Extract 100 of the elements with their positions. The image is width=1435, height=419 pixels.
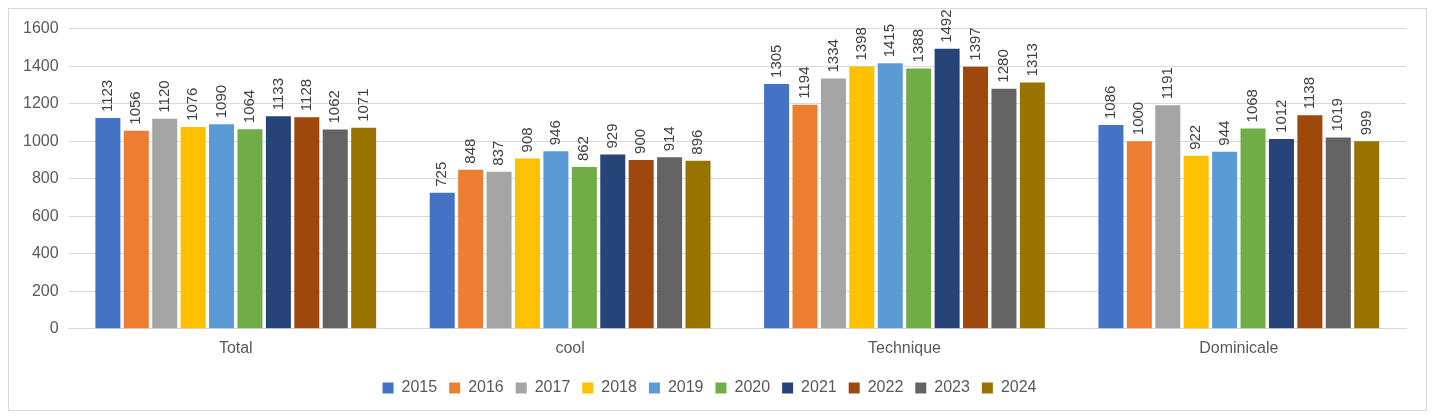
legend-label: 2015 <box>401 378 438 396</box>
bar <box>265 116 291 329</box>
bar <box>877 63 903 329</box>
bar <box>1268 138 1294 329</box>
bar <box>180 126 206 329</box>
bar <box>486 171 512 329</box>
data-label: 900 <box>631 128 649 154</box>
bar <box>685 160 711 329</box>
x-tick-label: cool <box>555 338 585 356</box>
bar <box>351 127 377 329</box>
bar <box>792 104 818 329</box>
data-label: 1120 <box>154 80 172 113</box>
bar <box>152 118 178 329</box>
bar <box>820 78 846 329</box>
bar <box>294 117 320 329</box>
legend-label: 2016 <box>468 378 504 396</box>
bar <box>123 130 149 329</box>
data-label: 862 <box>574 136 592 162</box>
data-label: 1334 <box>823 39 841 73</box>
data-label: 1076 <box>183 87 201 121</box>
data-label: 1012 <box>1271 99 1289 133</box>
bar <box>628 159 654 329</box>
legend-label: 2018 <box>601 378 638 396</box>
x-tick-label: Technique <box>868 338 942 356</box>
data-label: 1305 <box>766 44 784 78</box>
data-label: 1071 <box>353 88 371 122</box>
legend-label: 2020 <box>734 378 771 396</box>
y-tick-label: 1200 <box>23 94 59 112</box>
bar <box>1126 141 1152 329</box>
legend-label: 2022 <box>867 378 904 396</box>
data-label: 946 <box>546 120 564 146</box>
data-label: 1068 <box>1243 89 1261 123</box>
y-tick-label: 600 <box>31 206 59 224</box>
y-tick-label: 1600 <box>23 19 59 37</box>
data-label: 837 <box>489 140 507 166</box>
y-tick-label: 400 <box>31 244 59 262</box>
bar <box>1098 125 1124 329</box>
bar <box>906 68 932 329</box>
bar <box>600 154 626 329</box>
data-label: 1133 <box>268 77 286 111</box>
bar <box>543 151 569 329</box>
bar <box>1354 141 1380 329</box>
bar <box>322 129 348 329</box>
bar <box>1297 115 1323 329</box>
data-label: 944 <box>1214 120 1232 146</box>
data-label: 1062 <box>325 90 343 124</box>
bar <box>1019 82 1045 329</box>
bar <box>1240 128 1266 329</box>
data-label: 1415 <box>880 23 898 58</box>
legend-label: 2017 <box>534 378 571 396</box>
data-label: 1064 <box>240 89 258 124</box>
bar <box>1183 155 1209 329</box>
data-label: 1056 <box>126 91 144 125</box>
data-label: 1194 <box>795 66 813 99</box>
data-label: 1138 <box>1300 77 1318 110</box>
bar <box>514 158 540 329</box>
data-label: 1398 <box>851 27 869 61</box>
y-tick-label: 800 <box>31 169 59 187</box>
data-label: 1492 <box>937 9 955 43</box>
data-label: 908 <box>517 127 535 153</box>
bar <box>237 129 263 329</box>
data-label: 1086 <box>1101 85 1119 120</box>
bar <box>209 124 235 329</box>
bar <box>849 66 875 329</box>
legend-label: 2023 <box>934 378 970 396</box>
bar <box>458 169 484 329</box>
data-label: 1397 <box>965 27 983 61</box>
data-label: 1280 <box>994 49 1012 83</box>
data-label: 1191 <box>1157 67 1175 100</box>
y-tick-label: 200 <box>31 281 59 299</box>
data-label: 1019 <box>1328 98 1346 132</box>
legend-label: 2019 <box>667 378 704 396</box>
data-label: 1128 <box>296 78 314 112</box>
y-tick-label: 1000 <box>23 131 59 149</box>
x-tick-label: Total <box>218 338 253 356</box>
bar <box>657 157 683 329</box>
data-label: 848 <box>460 138 478 164</box>
bar <box>934 48 960 329</box>
data-label: 1000 <box>1129 101 1147 136</box>
data-label: 725 <box>432 161 450 187</box>
data-label: 1313 <box>1022 43 1040 77</box>
data-label: 929 <box>602 123 620 149</box>
bar <box>963 66 989 329</box>
bar <box>95 118 121 329</box>
data-label: 1388 <box>908 29 926 63</box>
data-label: 922 <box>1186 124 1204 150</box>
bar <box>1155 105 1181 329</box>
data-label: 1090 <box>211 84 229 119</box>
bar <box>991 88 1017 329</box>
y-tick-label: 1400 <box>23 56 59 74</box>
legend-label: 2021 <box>801 378 837 396</box>
legend-label: 2024 <box>1000 378 1037 396</box>
y-tick-label: 0 <box>49 319 59 337</box>
bar <box>1325 137 1351 329</box>
x-tick-label: Dominicale <box>1199 338 1279 356</box>
bar <box>764 83 790 329</box>
bar <box>571 167 597 329</box>
data-label: 914 <box>659 126 677 152</box>
data-label: 896 <box>688 129 706 155</box>
data-label: 1123 <box>98 79 116 113</box>
